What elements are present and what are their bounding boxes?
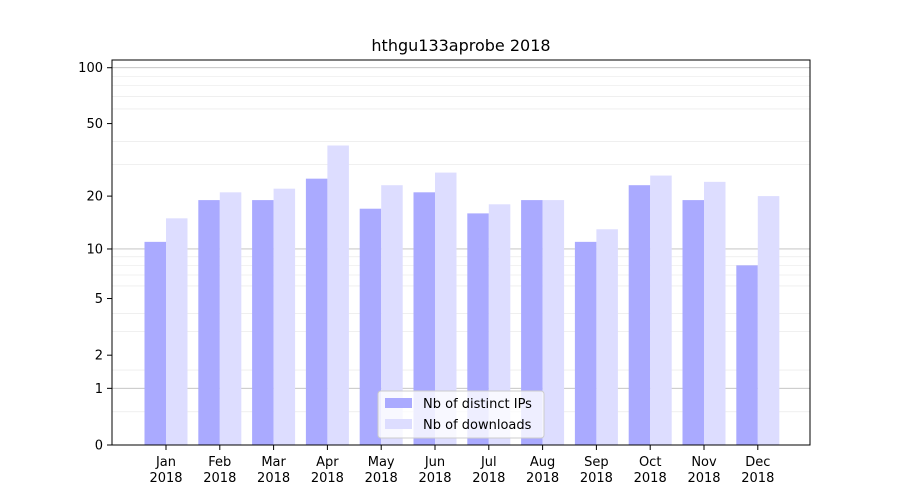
bar-distinct-ips-oct [628,185,651,445]
y-tick-label: 0 [95,439,103,454]
bar-distinct-ips-nov [682,200,704,445]
y-tick-label: 20 [86,190,103,205]
bar-downloads-jan [166,218,188,445]
bar-distinct-ips-mar [252,200,274,445]
x-tick-label-year: 2018 [526,471,559,486]
bar-distinct-ips-apr [305,178,328,445]
x-tick-label-month: May [368,455,395,470]
y-tick-label: 50 [86,117,103,132]
legend-label: Nb of downloads [423,418,532,433]
bar-distinct-ips-jan [144,241,166,445]
legend-box [377,390,545,439]
x-tick-label-year: 2018 [741,471,774,486]
chart-title: hthgu133aprobe 2018 [371,36,550,55]
bar-downloads-dec [757,196,780,445]
bar-downloads-jun [435,172,457,445]
y-tick-label: 10 [86,242,103,257]
legend: Nb of distinct IPs Nb of downloads [377,390,545,439]
x-tick-label-year: 2018 [311,471,344,486]
x-tick-label-year: 2018 [687,471,720,486]
bar-downloads-sep [596,229,618,445]
legend-swatch [385,419,412,429]
x-tick-label-year: 2018 [472,471,505,486]
bar-downloads-jul [488,204,511,445]
bar-downloads-may [381,185,403,445]
x-tick-label-month: Mar [261,455,286,470]
bar-distinct-ips-sep [574,241,597,445]
bar-downloads-aug [542,200,565,445]
x-tick-label-month: Jul [480,455,497,470]
bar-downloads-nov [704,181,726,446]
axes: 0125102050100Jan2018Feb2018Mar2018Apr201… [78,59,811,486]
x-tick-label-year: 2018 [149,471,182,486]
bar-downloads-apr [327,145,349,445]
x-tick-label-year: 2018 [365,471,398,486]
x-tick-label-month: Apr [316,455,339,470]
y-tick-label: 1 [95,382,103,397]
bar-downloads-oct [650,175,672,445]
plot-frame [111,59,811,446]
x-tick-label-month: Jun [424,455,445,470]
x-tick-label-year: 2018 [580,471,613,486]
y-tick-label: 2 [95,349,103,364]
x-tick-label-month: Sep [584,455,609,470]
bars [144,145,780,446]
bar-distinct-ips-jun [413,192,435,445]
x-tick-label-year: 2018 [418,471,451,486]
x-tick-label-month: Aug [530,455,555,470]
legend-label: Nb of distinct IPs [423,397,532,412]
x-tick-label-year: 2018 [634,471,667,486]
x-tick-label-month: Feb [208,455,231,470]
x-tick-label-month: Jan [155,455,176,470]
bar-distinct-ips-jul [467,213,489,445]
bar-distinct-ips-feb [198,200,220,445]
bar-distinct-ips-may [359,208,382,445]
bar-downloads-feb [219,192,242,445]
x-tick-label-year: 2018 [257,471,290,486]
bar-distinct-ips-dec [736,265,758,445]
y-tick-label: 100 [78,61,103,76]
x-tick-label-month: Nov [691,455,717,470]
x-tick-label-month: Dec [745,455,770,470]
bar-distinct-ips-aug [521,200,543,445]
x-tick-label-month: Oct [639,455,661,470]
y-tick-label: 5 [95,292,103,307]
x-tick-label-year: 2018 [203,471,236,486]
bar-downloads-mar [273,188,296,445]
legend-swatch [385,398,412,408]
